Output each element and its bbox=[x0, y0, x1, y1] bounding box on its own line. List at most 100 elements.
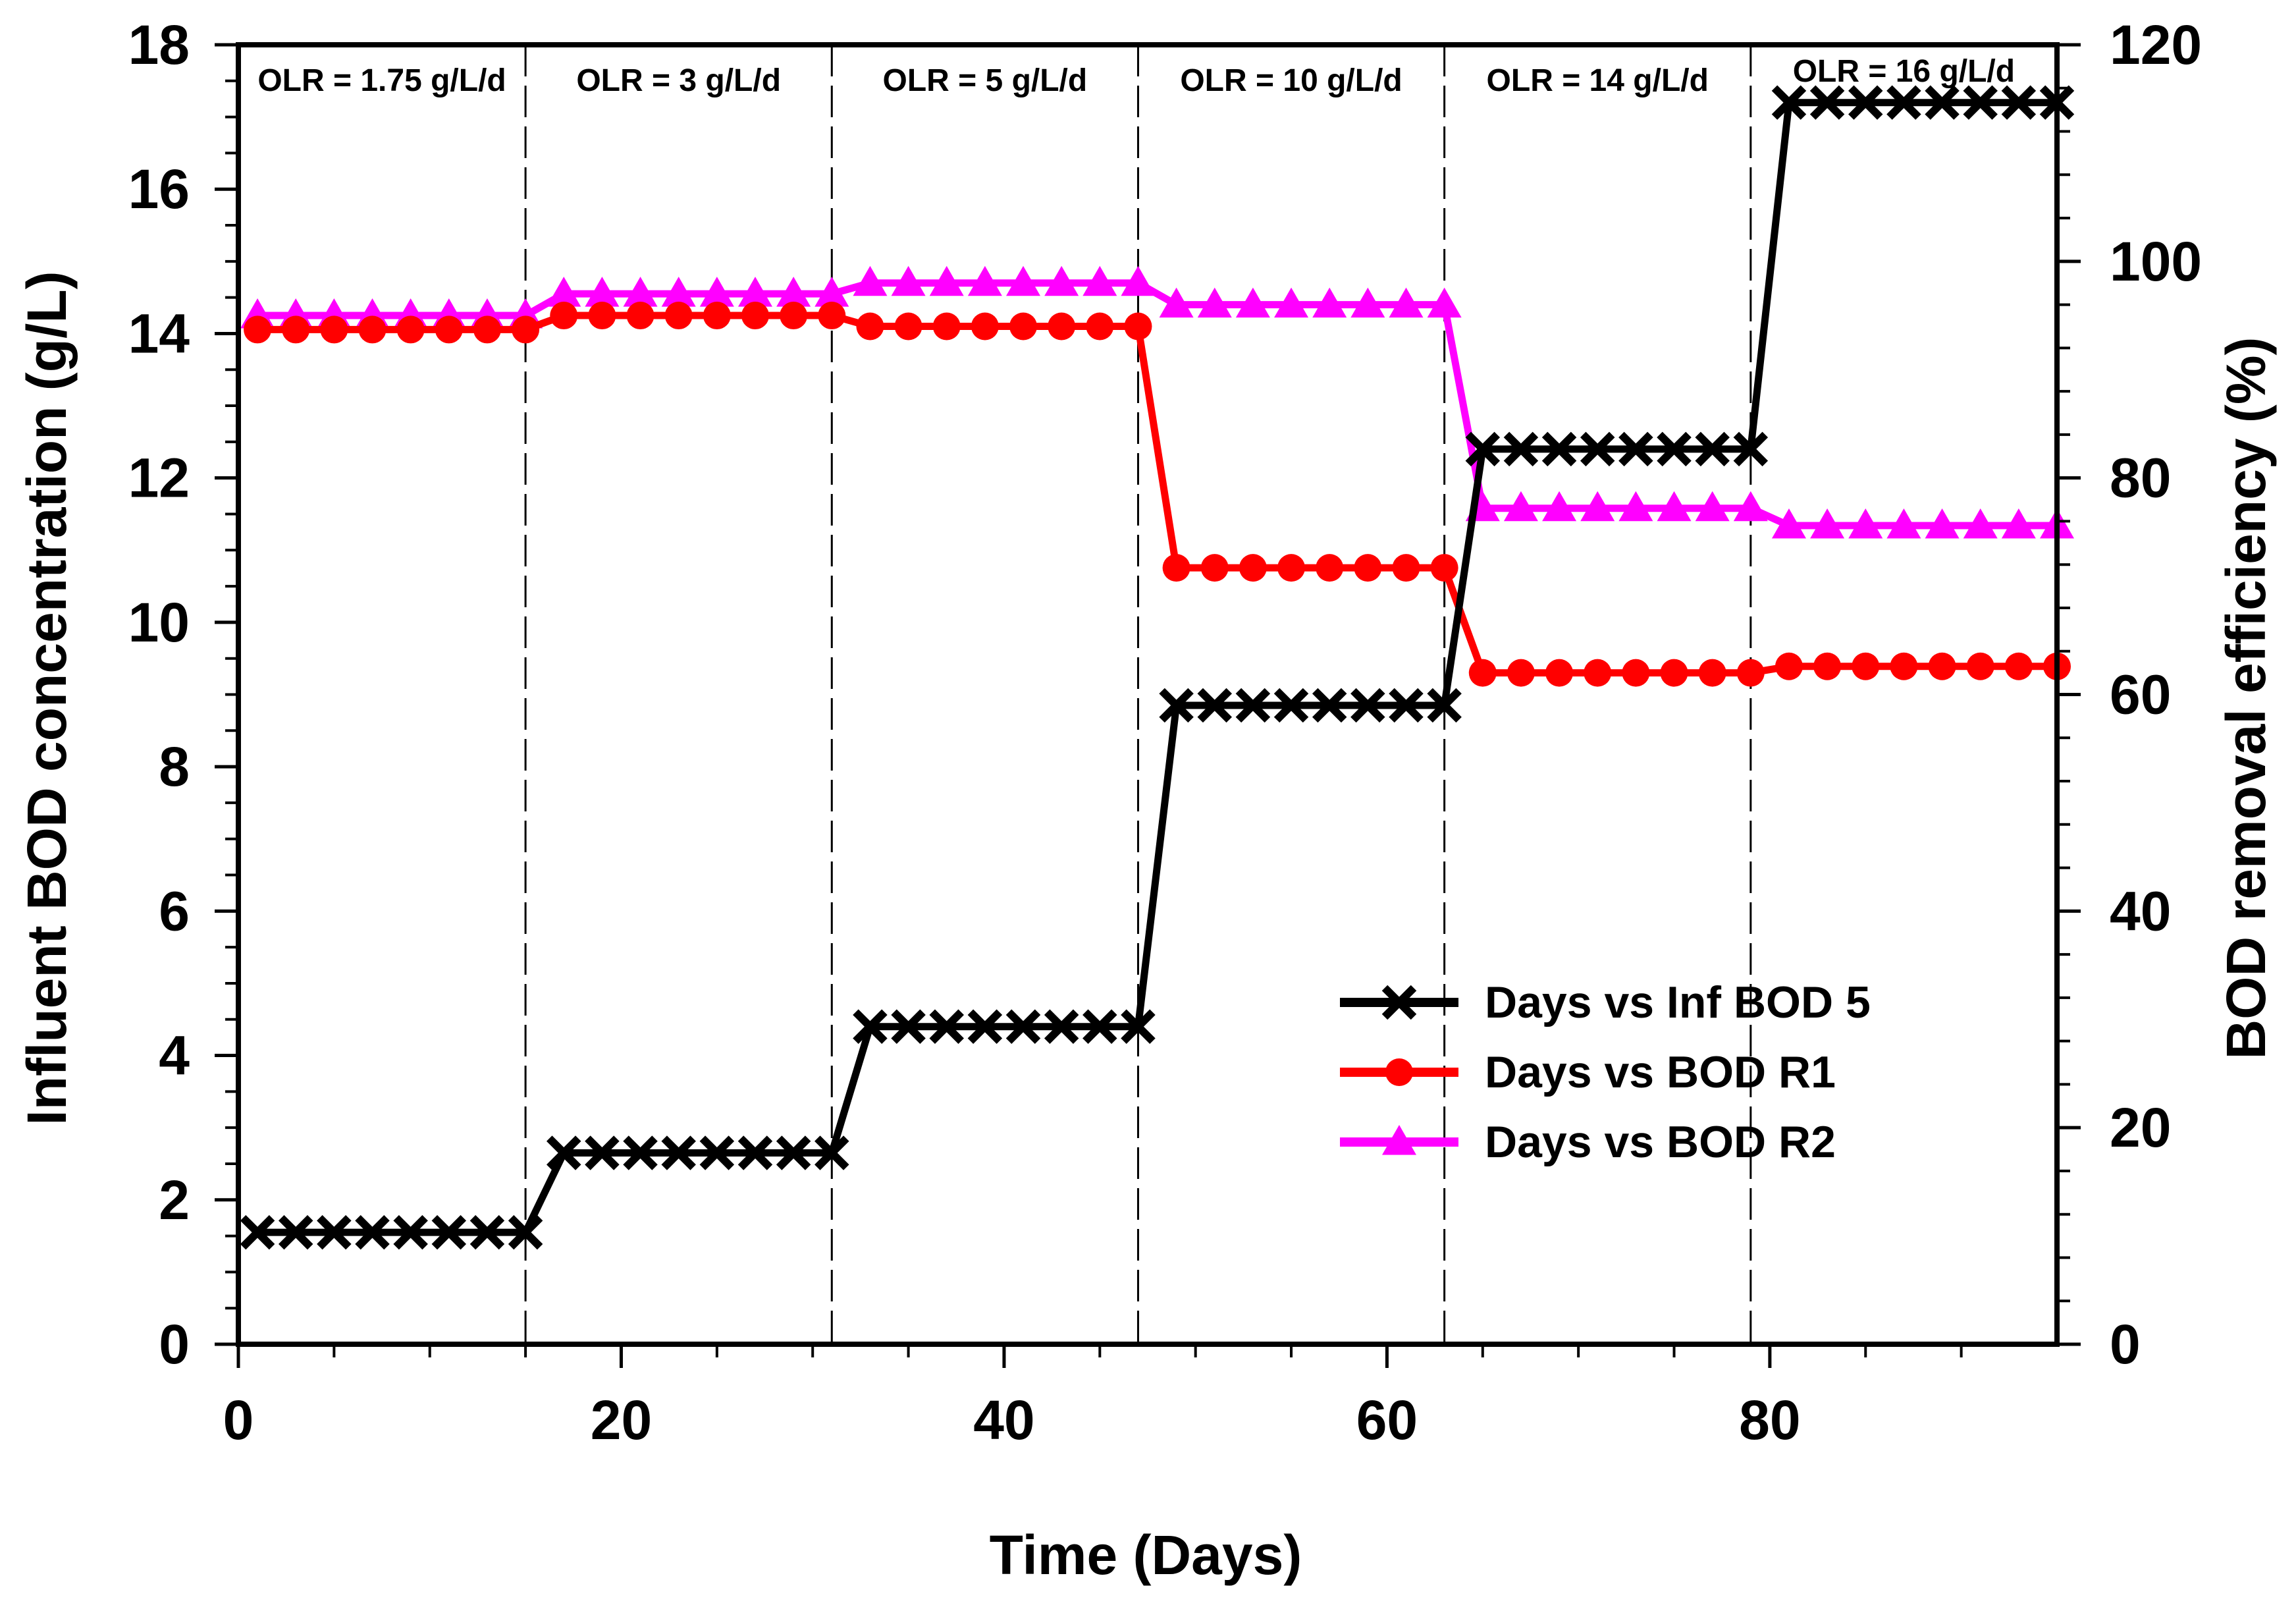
data-point bbox=[435, 315, 463, 344]
data-point bbox=[282, 315, 310, 344]
data-point bbox=[1928, 652, 1956, 680]
data-point bbox=[1618, 431, 1653, 467]
data-point bbox=[623, 1135, 658, 1170]
data-point bbox=[1813, 652, 1842, 680]
data-point bbox=[1465, 431, 1501, 467]
data-point bbox=[1886, 85, 1921, 120]
data-point bbox=[1698, 659, 1726, 687]
y-axis-right-title: BOD removal efficiency (%) bbox=[2215, 337, 2277, 1059]
data-point bbox=[1162, 554, 1190, 582]
data-point bbox=[1925, 85, 1960, 120]
data-point bbox=[2001, 85, 2037, 120]
data-point bbox=[1618, 491, 1653, 522]
data-point bbox=[737, 1135, 773, 1170]
data-point bbox=[894, 312, 922, 341]
legend-item-inf-bod: Days vs Inf BOD 5 bbox=[1340, 977, 1871, 1027]
data-point bbox=[512, 315, 540, 344]
y-tick-label: 18 bbox=[128, 14, 190, 76]
data-point bbox=[244, 315, 272, 344]
data-point bbox=[1468, 659, 1497, 687]
y-tick-label: 10 bbox=[128, 591, 190, 653]
data-point bbox=[1197, 688, 1233, 723]
data-point bbox=[1966, 652, 1994, 680]
phase-label: OLR = 16 g/L/d bbox=[1793, 54, 2015, 89]
data-point bbox=[1235, 287, 1270, 318]
data-point bbox=[814, 277, 849, 307]
data-point bbox=[1890, 652, 1918, 680]
data-point bbox=[891, 1009, 926, 1044]
y-tick-label: 8 bbox=[159, 736, 190, 798]
data-point bbox=[1886, 508, 1921, 539]
data-point bbox=[1733, 431, 1769, 467]
legend-label-bod-r2: Days vs BOD R2 bbox=[1485, 1117, 1836, 1167]
data-point bbox=[393, 1214, 428, 1250]
data-point bbox=[818, 302, 846, 330]
y-tick-label: 0 bbox=[159, 1313, 190, 1375]
data-point bbox=[585, 277, 620, 307]
data-point bbox=[1389, 287, 1424, 318]
x-tick-label: 60 bbox=[1356, 1389, 1418, 1451]
data-point bbox=[1082, 265, 1117, 296]
data-point bbox=[1354, 554, 1382, 582]
x-tick-label: 20 bbox=[591, 1389, 652, 1451]
data-point bbox=[547, 277, 581, 307]
data-point bbox=[1503, 491, 1538, 522]
data-point bbox=[431, 1214, 467, 1250]
legend-marker-circle bbox=[1385, 1058, 1413, 1086]
y-tick-label: 12 bbox=[128, 447, 190, 509]
data-point bbox=[240, 1214, 275, 1250]
y-axis-left: 0 2 4 6 8 10 12 14 16 18 bbox=[128, 14, 238, 1375]
y-tick-label: 6 bbox=[159, 880, 190, 942]
y2-tick-label: 120 bbox=[2110, 14, 2202, 76]
data-point bbox=[1273, 688, 1309, 723]
phase-boundaries bbox=[524, 45, 1752, 1344]
data-point bbox=[1427, 287, 1462, 318]
phase-label: OLR = 10 g/L/d bbox=[1180, 63, 1402, 98]
data-point bbox=[814, 1135, 849, 1170]
legend-label-bod-r1: Days vs BOD R1 bbox=[1485, 1047, 1836, 1097]
data-point bbox=[1660, 659, 1688, 687]
data-point bbox=[1695, 491, 1730, 522]
y2-tick-label: 0 bbox=[2110, 1313, 2141, 1375]
data-point bbox=[473, 315, 501, 344]
data-point bbox=[1044, 265, 1079, 296]
series-layer bbox=[240, 85, 2075, 1250]
data-point bbox=[355, 1214, 390, 1250]
data-point bbox=[508, 1214, 543, 1250]
y2-tick-label: 80 bbox=[2110, 447, 2171, 509]
data-point bbox=[971, 312, 999, 341]
data-point bbox=[1197, 287, 1232, 318]
data-point bbox=[1005, 1009, 1041, 1044]
phase-label: OLR = 1.75 g/L/d bbox=[257, 63, 506, 98]
data-point bbox=[853, 265, 888, 296]
data-point bbox=[1086, 312, 1114, 341]
data-point bbox=[1963, 85, 1998, 120]
data-point bbox=[1082, 1009, 1117, 1044]
data-point bbox=[547, 1135, 581, 1170]
data-point bbox=[1124, 312, 1152, 341]
data-point bbox=[1316, 554, 1344, 582]
x-tick-label: 40 bbox=[973, 1389, 1034, 1451]
data-point bbox=[1809, 85, 1845, 120]
data-point bbox=[661, 277, 696, 307]
data-point bbox=[741, 302, 769, 330]
data-point bbox=[1389, 688, 1424, 723]
data-point bbox=[1775, 652, 1803, 680]
data-point bbox=[776, 277, 811, 307]
legend-marker bbox=[1381, 985, 1417, 1020]
legend-item-bod-r1: Days vs BOD R1 bbox=[1340, 1047, 1836, 1097]
y-tick-label: 4 bbox=[159, 1025, 190, 1087]
y-tick-label: 2 bbox=[159, 1169, 190, 1231]
data-point bbox=[358, 315, 387, 344]
data-point bbox=[1657, 431, 1692, 467]
data-point bbox=[932, 312, 961, 341]
y2-tick-label: 20 bbox=[2110, 1097, 2171, 1159]
data-point bbox=[1159, 287, 1194, 318]
y-axis-right: 0 20 40 60 80 100 120 bbox=[2057, 14, 2202, 1375]
data-point bbox=[853, 1009, 888, 1044]
data-point bbox=[1736, 659, 1765, 687]
x-tick-label: 0 bbox=[223, 1389, 254, 1451]
data-point bbox=[623, 277, 658, 307]
